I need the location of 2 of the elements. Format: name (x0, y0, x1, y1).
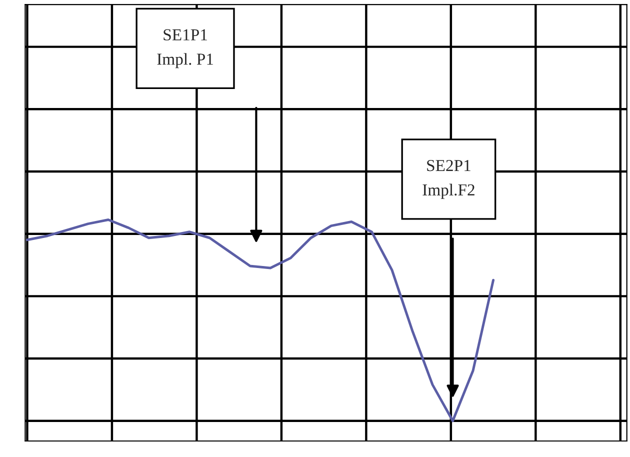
text: SE2P1 Impl.F2 (422, 160, 474, 199)
text: SE1P1 Impl. P1 (157, 29, 213, 68)
